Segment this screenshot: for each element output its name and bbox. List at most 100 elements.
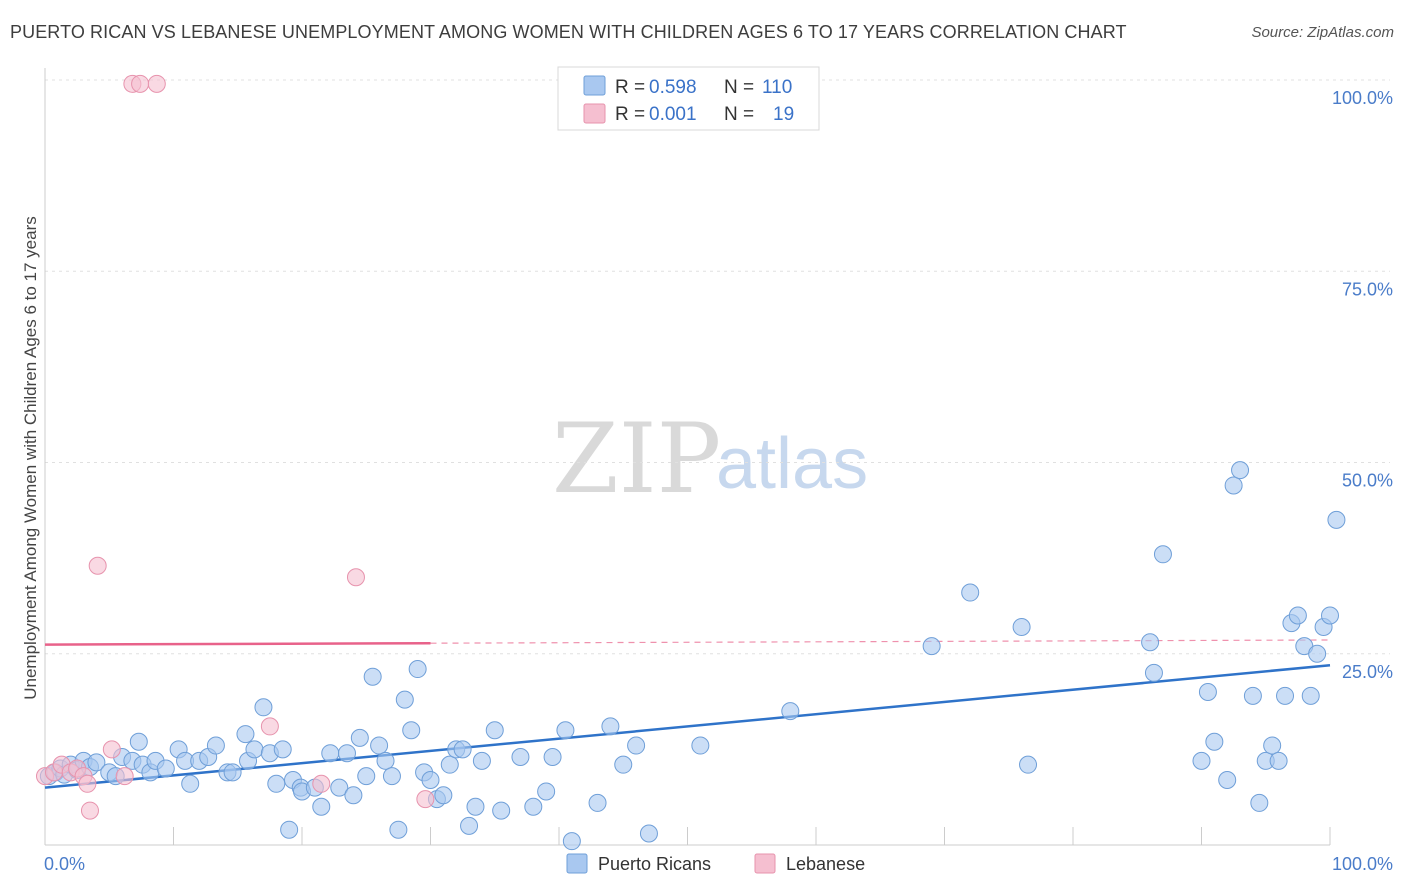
y-tick-label-0: 25.0% — [1342, 662, 1393, 682]
bottom-legend-swatch-lebanese — [754, 853, 776, 874]
point-puerto-ricans-31 — [267, 774, 286, 793]
point-puerto-ricans-25 — [223, 763, 242, 782]
point-puerto-ricans-71 — [588, 793, 607, 812]
point-puerto-ricans-39 — [321, 744, 340, 763]
point-puerto-ricans-60 — [460, 816, 479, 835]
point-puerto-ricans-75 — [639, 824, 658, 843]
trendline-lebanese-dashed — [430, 639, 1331, 644]
point-puerto-ricans-101 — [1308, 644, 1327, 663]
point-puerto-ricans-49 — [389, 820, 408, 839]
legend-swatch-lebanese — [583, 103, 606, 124]
point-puerto-ricans-64 — [492, 801, 511, 820]
point-puerto-ricans-38 — [312, 797, 331, 816]
point-puerto-ricans-23 — [206, 736, 225, 755]
point-lebanese-15 — [312, 774, 331, 793]
point-puerto-ricans-89 — [1231, 461, 1250, 480]
x-tick-label-max: 100.0% — [1332, 854, 1393, 874]
point-puerto-ricans-57 — [440, 755, 459, 774]
point-puerto-ricans-70 — [562, 832, 581, 851]
series-puerto-ricans — [39, 461, 1346, 851]
trendlines — [44, 639, 1331, 789]
point-puerto-ricans-61 — [466, 797, 485, 816]
point-puerto-ricans-44 — [357, 767, 376, 786]
point-lebanese-13 — [147, 74, 166, 93]
legend: R = 0.598 N = 110 R = 0.001 N = 19 — [557, 66, 820, 131]
legend-r-value-1: 0.598 — [649, 77, 697, 98]
point-puerto-ricans-62 — [472, 751, 491, 770]
bottom-legend: Puerto Ricans Lebanese — [566, 853, 865, 874]
point-puerto-ricans-51 — [402, 721, 421, 740]
point-puerto-ricans-81 — [1019, 755, 1038, 774]
point-lebanese-9 — [102, 740, 121, 759]
point-puerto-ricans-13 — [129, 732, 148, 751]
point-puerto-ricans-82 — [1141, 633, 1160, 652]
bottom-legend-label-puerto-ricans: Puerto Ricans — [598, 854, 711, 874]
point-puerto-ricans-43 — [350, 728, 369, 747]
point-puerto-ricans-87 — [1205, 732, 1224, 751]
point-puerto-ricans-26 — [236, 725, 255, 744]
point-puerto-ricans-98 — [1288, 606, 1307, 625]
legend-r-label-1: R = — [615, 77, 645, 98]
point-puerto-ricans-56 — [434, 786, 453, 805]
point-puerto-ricans-83 — [1144, 663, 1163, 682]
point-puerto-ricans-17 — [156, 759, 175, 778]
point-puerto-ricans-28 — [245, 740, 264, 759]
axes — [44, 68, 1331, 846]
point-puerto-ricans-77 — [781, 702, 800, 721]
point-puerto-ricans-63 — [485, 721, 504, 740]
point-puerto-ricans-59 — [453, 740, 472, 759]
point-puerto-ricans-69 — [556, 721, 575, 740]
point-puerto-ricans-72 — [601, 717, 620, 736]
point-puerto-ricans-100 — [1301, 686, 1320, 705]
legend-n-value-2: 19 — [773, 104, 794, 125]
point-puerto-ricans-86 — [1198, 683, 1217, 701]
legend-n-label-1: N = — [724, 77, 754, 98]
bottom-legend-swatch-puerto-ricans — [566, 853, 588, 874]
point-puerto-ricans-40 — [330, 778, 349, 797]
bottom-legend-label-lebanese: Lebanese — [786, 854, 865, 874]
point-puerto-ricans-29 — [254, 698, 273, 717]
point-puerto-ricans-84 — [1153, 545, 1172, 564]
point-puerto-ricans-92 — [1250, 793, 1269, 812]
point-lebanese-12 — [131, 74, 150, 93]
point-puerto-ricans-54 — [421, 770, 440, 789]
legend-swatch-puerto-ricans — [583, 75, 606, 96]
grid — [45, 79, 1390, 655]
point-puerto-ricans-33 — [280, 820, 299, 839]
legend-n-label-2: N = — [724, 104, 754, 125]
point-puerto-ricans-91 — [1243, 686, 1262, 705]
y-tick-label-2: 75.0% — [1342, 279, 1393, 299]
y-tick-label-1: 50.0% — [1342, 471, 1393, 491]
point-puerto-ricans-76 — [691, 736, 710, 755]
point-puerto-ricans-42 — [344, 786, 363, 805]
point-lebanese-7 — [80, 801, 99, 820]
trendline-lebanese-solid — [44, 641, 431, 646]
chart-source: Source: ZipAtlas.com — [1251, 24, 1394, 41]
point-puerto-ricans-41 — [337, 744, 356, 763]
y-axis-label: Unemployment Among Women with Children A… — [21, 216, 40, 700]
point-puerto-ricans-78 — [922, 637, 941, 656]
point-lebanese-14 — [260, 717, 279, 736]
point-lebanese-17 — [416, 790, 435, 809]
series-lebanese — [36, 74, 435, 820]
point-puerto-ricans-103 — [1321, 606, 1339, 625]
point-puerto-ricans-94 — [1263, 736, 1282, 755]
point-puerto-ricans-88 — [1224, 476, 1243, 495]
chart-title: PUERTO RICAN VS LEBANESE UNEMPLOYMENT AM… — [10, 22, 1127, 42]
point-puerto-ricans-74 — [627, 736, 646, 755]
point-puerto-ricans-52 — [408, 660, 427, 679]
point-puerto-ricans-73 — [614, 755, 633, 774]
point-puerto-ricans-20 — [181, 774, 200, 793]
point-lebanese-10 — [115, 767, 134, 786]
legend-n-value-1: 110 — [762, 77, 792, 98]
y-tick-labels: 25.0% 50.0% 75.0% 100.0% — [1332, 88, 1393, 682]
point-lebanese-8 — [88, 556, 107, 575]
watermark-zip: ZIP — [552, 403, 721, 515]
point-puerto-ricans-48 — [382, 767, 401, 786]
point-puerto-ricans-90 — [1218, 770, 1237, 789]
point-puerto-ricans-50 — [395, 690, 414, 709]
point-puerto-ricans-79 — [961, 583, 980, 602]
point-puerto-ricans-45 — [363, 667, 382, 686]
legend-r-label-2: R = — [615, 104, 645, 125]
